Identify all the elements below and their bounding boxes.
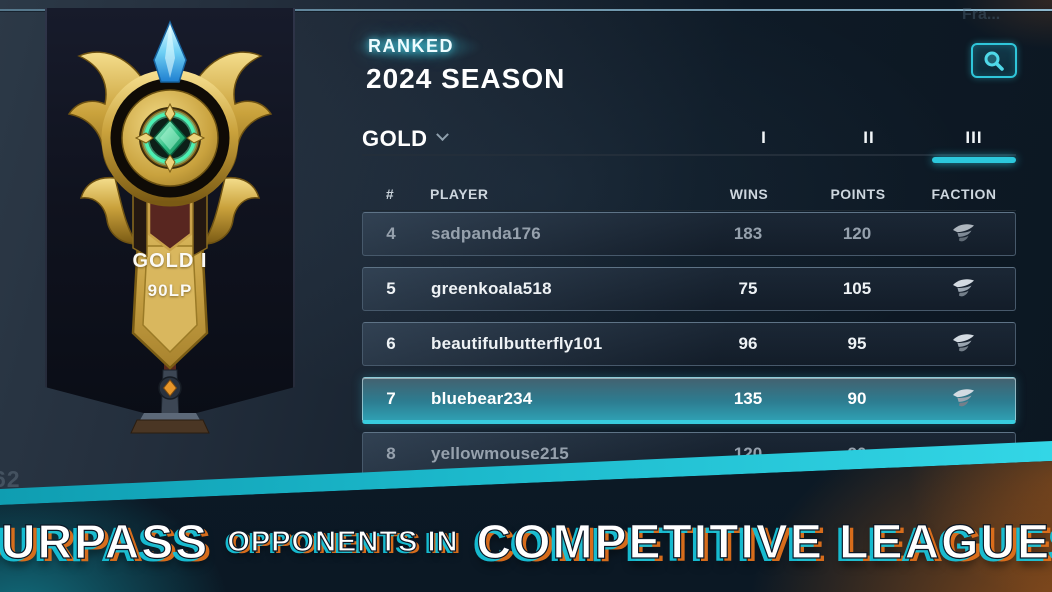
column-header-points: POINTS xyxy=(830,186,886,202)
row-wins: 75 xyxy=(738,279,758,298)
wing-icon xyxy=(953,334,974,352)
row-player-name: bluebear234 xyxy=(431,389,533,408)
top-divider-line xyxy=(0,9,1052,11)
row-points: 105 xyxy=(842,279,872,298)
search-button[interactable] xyxy=(971,43,1017,78)
ranked-eyebrow: RANKED xyxy=(368,36,455,56)
wing-icon xyxy=(953,224,974,242)
row-rank: 4 xyxy=(386,224,396,243)
faint-rank-text: 62 xyxy=(0,466,21,492)
row-wins: 96 xyxy=(738,334,758,353)
gold-rank-crest-icon xyxy=(67,20,273,434)
rank-tier-label: GOLD I xyxy=(132,250,208,272)
magnifier-icon xyxy=(984,51,1004,71)
column-header-rank: # xyxy=(385,186,395,202)
row-wins: 135 xyxy=(733,389,763,408)
league-selector[interactable]: GOLD xyxy=(362,126,449,152)
ranked-glow xyxy=(352,32,482,62)
row-rank: 8 xyxy=(386,444,396,463)
rank-lp-label: 90LP xyxy=(147,281,193,300)
row-points: 95 xyxy=(847,334,867,353)
table-row[interactable]: 6 beautifulbutterfly101 96 95 xyxy=(362,322,1016,366)
wing-icon xyxy=(953,389,974,407)
wing-icon xyxy=(953,279,974,297)
season-title: 2024 SEASON xyxy=(366,63,566,94)
column-header-faction: FACTION xyxy=(931,186,997,202)
column-header-player: PLAYER xyxy=(430,186,489,202)
banner-segment-competitive: COMPETITIVE LEAGUES xyxy=(476,515,1052,569)
top-divider-shadow xyxy=(0,11,1052,12)
table-row[interactable]: 5 greenkoala518 75 105 xyxy=(362,267,1016,311)
banner-segment-surpass: SURPASS xyxy=(0,515,210,569)
banner-segment-opponents: OPPONENTS IN xyxy=(227,525,459,558)
tab-division-3[interactable]: III xyxy=(932,128,1016,163)
row-points: 90 xyxy=(847,389,867,408)
tab-division-2[interactable]: II xyxy=(863,128,875,147)
header-divider-line xyxy=(362,210,1016,211)
row-player-name: greenkoala518 xyxy=(431,279,552,298)
faint-background-text: Fra... xyxy=(962,6,1001,23)
row-rank: 6 xyxy=(386,334,396,353)
bottom-banner-text: SURPASS OPPONENTS IN COMPETITIVE LEAGUES xyxy=(0,498,1052,592)
tabs-divider-line xyxy=(362,154,1016,156)
column-header-wins: WINS xyxy=(729,186,769,202)
row-wins: 183 xyxy=(733,224,763,243)
leaderboard-header-row: # PLAYER WINS POINTS FACTION xyxy=(362,186,1016,202)
row-player-name: beautifulbutterfly101 xyxy=(431,334,603,353)
row-points: 120 xyxy=(842,224,872,243)
table-row[interactable]: 7 bluebear234 135 90 xyxy=(362,377,1016,424)
table-row[interactable]: 4 sadpanda176 183 120 xyxy=(362,212,1016,256)
row-rank: 5 xyxy=(386,279,396,298)
tab-division-1[interactable]: I xyxy=(761,128,767,147)
division-tabs: I II III xyxy=(680,128,1016,163)
league-selector-label: GOLD xyxy=(362,126,428,151)
row-player-name: sadpanda176 xyxy=(431,224,541,243)
row-rank: 7 xyxy=(386,389,396,408)
row-player-name: yellowmouse215 xyxy=(431,444,569,463)
